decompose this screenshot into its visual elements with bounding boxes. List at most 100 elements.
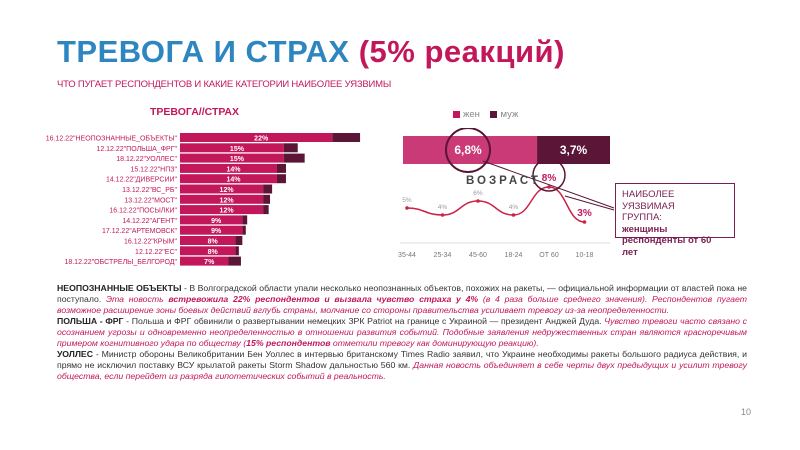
paragraph-1-text-d: (в 4 раза больше среднего значения). Рес…	[57, 294, 747, 315]
bar-category-label: 13.12.22"МОСТ"	[124, 197, 177, 204]
age-value-label: 4%	[509, 204, 519, 211]
age-category-label: ОТ 60	[539, 252, 559, 259]
age-category-label: 45-60	[469, 252, 487, 259]
paragraph-1-text-a: - В Волгоградской области упали нескольк…	[57, 283, 747, 304]
legend-label-male: муж	[500, 109, 519, 120]
legend-label-female: жен	[463, 109, 480, 120]
page-title-percent: (5% реакций)	[358, 34, 565, 69]
paragraph-2-text-b: Чувство тревоги часто связано с осознани…	[57, 316, 747, 348]
paragraph-3-text-b: Данная новость объединяет в себе черты д…	[57, 360, 747, 381]
bar-secondary	[276, 174, 286, 184]
bar-main	[180, 236, 236, 245]
bar-category-label: 15.12.22"НПЗ"	[130, 166, 177, 173]
gender-value-female: 6,8%	[454, 143, 482, 157]
bar-category-label: 12.12.22"ЕС"	[135, 249, 177, 256]
callout-line-1: НАИБОЛЕЕ УЯЗВИМАЯ	[622, 189, 675, 212]
gender-value-male: 3,7%	[560, 143, 588, 157]
bar-main	[180, 246, 236, 256]
bar-main	[180, 205, 264, 215]
gender-legend: жен муж	[453, 109, 518, 120]
bar-secondary	[263, 205, 269, 215]
age-category-label: 10-18	[576, 252, 594, 259]
analysis-text: НЕОПОЗНАННЫЕ ОБЪЕКТЫ - В Волгоградской о…	[57, 283, 747, 382]
age-value-label: 5%	[402, 197, 412, 204]
paragraph-1-text-b: Эта новость	[105, 294, 169, 304]
bar-value-label: 14%	[226, 177, 241, 184]
age-point	[405, 206, 409, 210]
age-category-label: 35-44	[398, 252, 416, 259]
bar-category-label: 13.12.22"ВС_РБ"	[122, 187, 177, 194]
age-and-gender-chart: 6,8% 3,7% 5% 35-44 4% 25-34 6% 45-60 4% 18-24 8% ОТ…	[398, 128, 615, 259]
paragraph-3-heading: УОЛЛЕС	[57, 349, 93, 359]
bar-secondary	[276, 163, 286, 173]
age-value-label: 8%	[542, 173, 557, 184]
age-category-label: 18-24	[505, 252, 523, 259]
bar-main	[180, 174, 277, 184]
bar-category-label: 12.12.22"ПОЛЬША_ФРГ"	[96, 146, 177, 153]
age-line	[406, 186, 585, 223]
page-title-main: ТРЕВОГА И СТРАХ	[57, 34, 350, 69]
bar-category-label: 16.12.22"ПОСЫЛКИ"	[109, 208, 177, 215]
bar-main	[180, 184, 264, 194]
bar-main	[180, 215, 243, 225]
bar-secondary	[235, 246, 239, 256]
bar-category-label: 14.12.22"АГЕНТ"	[122, 218, 177, 225]
age-point	[547, 185, 551, 189]
bar-value-label: 14%	[226, 166, 241, 173]
paragraph-1-heading: НЕОПОЗНАННЫЕ ОБЪЕКТЫ	[57, 283, 182, 293]
bar-main	[180, 143, 284, 153]
bar-secondary	[332, 133, 361, 142]
bar-main	[180, 194, 264, 204]
paragraph-3-text-a: - Министр обороны Великобритании Бен Уол…	[57, 349, 747, 370]
age-category-label: 25-34	[434, 252, 452, 259]
bar-value-label: 12%	[220, 208, 235, 215]
age-point	[582, 220, 587, 224]
bar-secondary	[283, 143, 298, 153]
bar-category-label: 17.12.22"АРТЕМОВСК"	[102, 228, 178, 235]
age-value-label: 6%	[473, 190, 483, 197]
bar-main	[180, 256, 229, 266]
paragraph-2-heading: ПОЛЬША - ФРГ	[57, 316, 124, 326]
callout-connector	[564, 195, 615, 211]
callout-line-4: респонденты от 60 лет	[622, 235, 712, 258]
callout-connector	[482, 160, 615, 209]
page-title: ТРЕВОГА И СТРАХ (5% реакций)	[57, 34, 565, 70]
paragraph-1-highlight: встревожила 22% респондентов и вызвала ч…	[168, 294, 479, 304]
bar-category-label: 14.12.22"ДИВЕРСИИ"	[106, 177, 178, 184]
highlight-circle-female	[445, 128, 491, 173]
bar-secondary	[242, 225, 246, 235]
bar-secondary	[283, 153, 305, 163]
bar-value-label: 8%	[208, 239, 219, 246]
paragraph-2-text-a: - Польша и ФРГ обвинили о развертывании …	[123, 316, 605, 326]
page-number: 10	[740, 407, 751, 417]
age-value-label: 4%	[438, 204, 448, 211]
bar-value-label: 9%	[211, 228, 222, 235]
bar-value-label: 22%	[254, 136, 269, 143]
age-point	[476, 199, 480, 203]
highlight-circle-60	[532, 158, 566, 192]
callout-line-3: женщины	[622, 223, 668, 235]
bar-main	[180, 153, 284, 163]
legend-swatch-male	[490, 110, 498, 118]
bar-secondary	[263, 184, 273, 194]
bar-main	[180, 163, 277, 173]
bar-main	[180, 133, 333, 142]
vulnerable-group-callout: НАИБОЛЕЕ УЯЗВИМАЯ ГРУППА: женщины респон…	[615, 183, 735, 258]
age-point	[440, 213, 445, 217]
gender-bar-female	[403, 136, 538, 164]
bar-secondary	[263, 194, 271, 204]
bar-secondary	[235, 236, 243, 245]
page-subtitle: ЧТО ПУГАЕТ РЕСПОНДЕНТОВ И КАКИЕ КАТЕГОРИ…	[57, 79, 392, 90]
bar-category-label: 16.12.22"КРЫМ"	[124, 239, 178, 246]
age-point	[511, 213, 516, 217]
bar-value-label: 7%	[204, 259, 215, 266]
bar-value-label: 9%	[211, 218, 222, 225]
age-value-label: 3%	[577, 208, 592, 219]
callout-line-2: ГРУППА:	[622, 212, 662, 223]
bar-chart-title: ТРЕВОГА//СТРАХ	[150, 106, 240, 118]
legend-swatch-female	[453, 110, 460, 118]
bar-category-label: 18.12.22"ОБСТРЕЛЫ_БЕЛГОРОД"	[64, 259, 177, 266]
bar-main	[180, 225, 243, 235]
age-chart-title: ВОЗРАСТ	[466, 175, 541, 187]
bar-category-label: 18.12.22"УОЛЛЕС"	[116, 156, 177, 163]
